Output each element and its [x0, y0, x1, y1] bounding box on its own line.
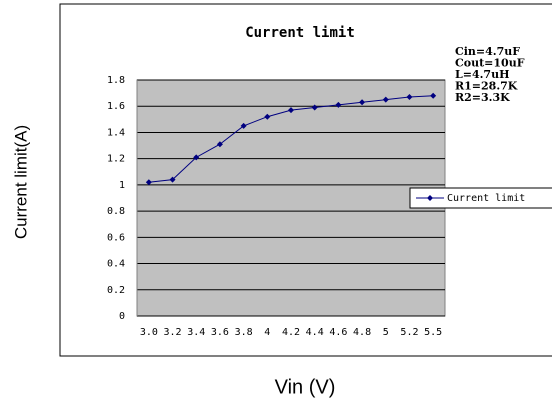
- annotation: L=4.7uH: [455, 68, 509, 81]
- chart-title: Current limit: [245, 25, 355, 41]
- y-tick-label: 1.2: [107, 154, 125, 165]
- y-tick-label: 1.4: [107, 127, 125, 138]
- data-point: [359, 99, 366, 106]
- data-point: [169, 176, 176, 183]
- x-tick-label: 3.6: [211, 327, 229, 338]
- legend-marker: [427, 195, 433, 201]
- data-point: [430, 92, 437, 99]
- y-tick-label: 0.8: [107, 206, 125, 217]
- data-point: [264, 113, 271, 120]
- x-tick-label: 3.0: [140, 327, 158, 338]
- y-tick-label: 0.2: [107, 285, 125, 296]
- data-point: [240, 122, 247, 129]
- annotation: Cout=10uF: [455, 57, 525, 70]
- data-point: [382, 96, 389, 103]
- x-tick-label: 4.4: [306, 327, 324, 338]
- data-point: [216, 141, 223, 148]
- data-point: [145, 179, 152, 186]
- y-tick-label: 0.4: [107, 259, 125, 270]
- x-tick-label: 5.5: [424, 327, 442, 338]
- plot-area: [136, 79, 446, 317]
- data-point: [311, 104, 318, 111]
- x-axis-label: Vin (V): [275, 376, 336, 398]
- y-tick-label: 1.8: [107, 75, 125, 86]
- data-point: [406, 94, 413, 101]
- data-point: [193, 154, 200, 161]
- x-tick-label: 5: [383, 327, 389, 338]
- annotation: R1=28.7K: [455, 80, 518, 93]
- x-tick-label: 5.2: [400, 327, 418, 338]
- data-point: [335, 101, 342, 108]
- y-tick-label: 0: [119, 311, 125, 322]
- x-tick-label: 3.2: [164, 327, 182, 338]
- y-tick-label: 1.6: [107, 101, 125, 112]
- x-tick-label: 3.8: [235, 327, 253, 338]
- x-tick-label: 3.4: [187, 327, 205, 338]
- x-tick-label: 4.8: [353, 327, 371, 338]
- y-tick-label: 0.6: [107, 232, 125, 243]
- y-tick-label: 1: [119, 180, 125, 191]
- x-tick-label: 4.2: [282, 327, 300, 338]
- legend-box: [409, 187, 552, 209]
- y-axis-label: Current limit(A): [11, 125, 30, 239]
- x-tick-label: 4.6: [329, 327, 347, 338]
- legend-label: Current limit: [447, 193, 525, 204]
- x-tick-label: 4: [264, 327, 270, 338]
- annotation: R2=3.3K: [455, 91, 510, 104]
- annotation: Cin=4.7uF: [455, 45, 520, 58]
- data-point: [288, 107, 294, 114]
